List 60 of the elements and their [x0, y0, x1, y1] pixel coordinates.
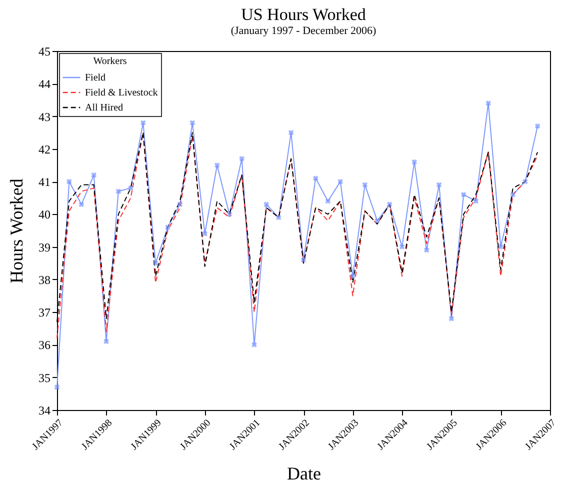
y-tick-label: 36 — [38, 338, 50, 352]
y-tick-label: 39 — [38, 240, 50, 254]
point — [424, 247, 430, 253]
y-tick-label: 45 — [38, 44, 50, 58]
chart-subtitle: (January 1997 - December 2006) — [230, 25, 377, 37]
point — [312, 176, 318, 181]
y-tick-label: 42 — [38, 142, 50, 156]
point — [226, 211, 232, 217]
point — [510, 192, 516, 198]
point — [164, 224, 170, 230]
point — [460, 192, 466, 198]
point — [498, 244, 504, 250]
point — [276, 214, 282, 220]
point — [399, 244, 405, 250]
y-tick-label: 38 — [38, 272, 50, 287]
point — [214, 162, 220, 168]
point — [338, 178, 344, 184]
point — [448, 316, 454, 322]
point — [140, 120, 146, 126]
point — [436, 182, 442, 188]
y-axis-title: Hours Worked — [6, 178, 26, 284]
point — [522, 178, 528, 184]
point — [288, 130, 294, 136]
chart-title: US Hours Worked — [241, 5, 366, 24]
point — [91, 172, 97, 178]
point — [116, 188, 122, 194]
point — [152, 260, 158, 266]
point — [473, 198, 479, 204]
y-tick-label: 43 — [38, 110, 50, 124]
legend-label: Field & Livestock — [85, 88, 158, 98]
point — [239, 156, 245, 162]
y-tick-label: 40 — [38, 208, 50, 222]
point — [486, 100, 492, 106]
point — [350, 273, 356, 279]
point — [386, 202, 392, 208]
legend-label: Field — [85, 72, 106, 84]
y-tick-label: 34 — [38, 404, 50, 418]
point — [177, 202, 183, 208]
point — [78, 202, 84, 208]
y-tick-label: 44 — [38, 77, 50, 92]
legend-label: All Hired — [85, 102, 124, 114]
point — [66, 178, 72, 184]
y-tick-label: 35 — [38, 370, 50, 385]
point — [252, 342, 257, 348]
legend-title: Workers — [93, 56, 127, 67]
point — [104, 338, 109, 344]
point — [534, 123, 540, 129]
point — [362, 182, 368, 188]
point — [374, 218, 380, 224]
point — [54, 384, 60, 390]
y-tick-label: 37 — [38, 306, 50, 320]
y-tick-label: 41 — [38, 175, 50, 190]
point — [190, 120, 196, 126]
point — [128, 185, 134, 191]
point — [412, 159, 418, 165]
point — [264, 202, 270, 208]
x-axis-title: Date — [287, 464, 321, 484]
point — [325, 198, 331, 204]
point — [300, 257, 306, 263]
point — [202, 231, 208, 236]
